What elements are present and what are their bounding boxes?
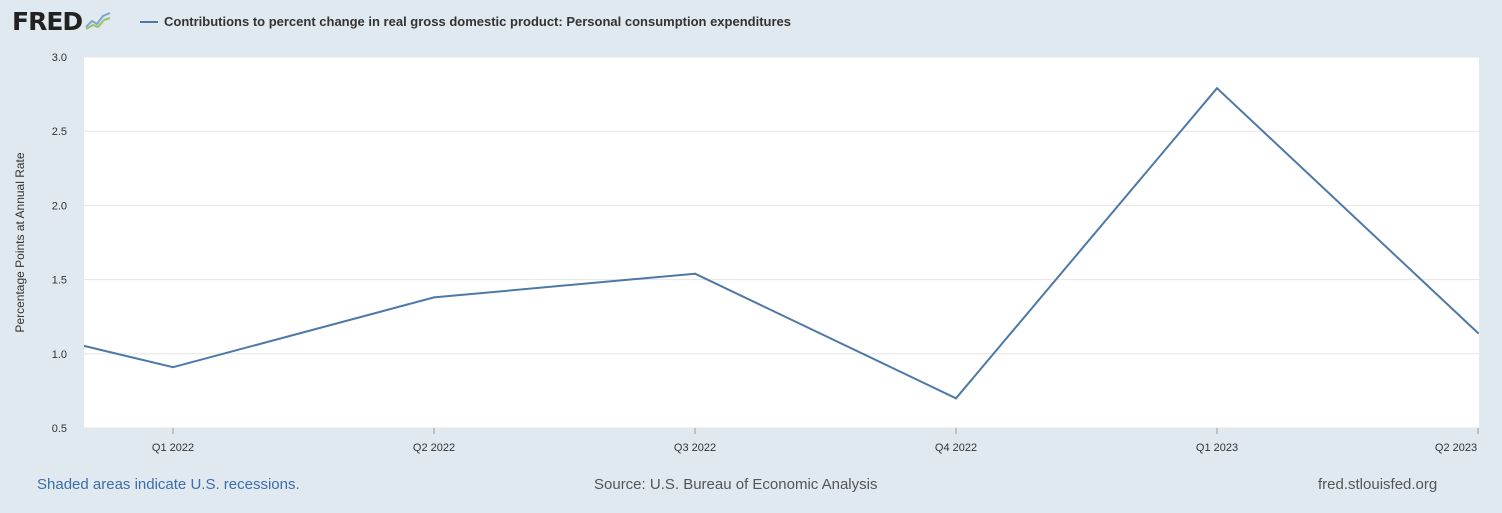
x-tick-label: Q1 2023 [1196, 442, 1238, 454]
data-point[interactable] [172, 366, 174, 369]
x-axis-ticks: Q1 2022 Q2 2022 Q3 2022 Q4 2022 Q1 2023 Q2 20… [152, 428, 1479, 454]
data-point[interactable] [1216, 87, 1218, 90]
y-tick-label: 1.5 [52, 275, 67, 287]
gridlines [84, 56, 1479, 429]
y-axis-label: Percentage Points at Annual Rate [13, 152, 27, 332]
legend-swatch [140, 20, 158, 23]
x-tick-label: Q3 2022 [674, 442, 716, 454]
data-point[interactable] [1477, 332, 1479, 335]
x-tick-label: Q4 2022 [935, 442, 977, 454]
x-tick-label: Q2 2023 [1435, 442, 1477, 454]
y-axis-ticks: 0.5 1.0 1.5 2.0 2.5 3.0 [52, 52, 67, 435]
y-tick-label: 2.5 [52, 126, 67, 138]
line-chart[interactable]: 0.5 1.0 1.5 2.0 2.5 3.0 Q1 2022 Q2 2022 Q3 2022… [0, 46, 1502, 466]
data-point[interactable] [694, 272, 696, 275]
plot-area [84, 57, 1479, 428]
source-note: Source: U.S. Bureau of Economic Analysis [594, 476, 878, 493]
chart-legend: Contributions to percent change in real … [140, 14, 791, 29]
y-tick-label: 3.0 [52, 52, 67, 64]
legend-label: Contributions to percent change in real … [164, 14, 791, 29]
recession-note: Shaded areas indicate U.S. recessions. [37, 476, 300, 493]
y-tick-label: 1.0 [52, 349, 67, 361]
data-point[interactable] [433, 296, 435, 299]
logo-text: FRED [12, 7, 83, 36]
site-link[interactable]: fred.stlouisfed.org [1318, 476, 1438, 493]
y-tick-label: 0.5 [52, 423, 67, 435]
chart-trend-icon [84, 10, 113, 35]
data-point[interactable] [955, 397, 957, 400]
x-tick-label: Q1 2022 [152, 442, 194, 454]
series-layer [83, 87, 1479, 400]
y-tick-label: 2.0 [52, 200, 67, 212]
x-tick-label: Q2 2022 [413, 442, 455, 454]
fred-logo[interactable]: FRED [12, 7, 113, 36]
chart-header: FRED Contributions to percent change in … [0, 0, 1502, 46]
